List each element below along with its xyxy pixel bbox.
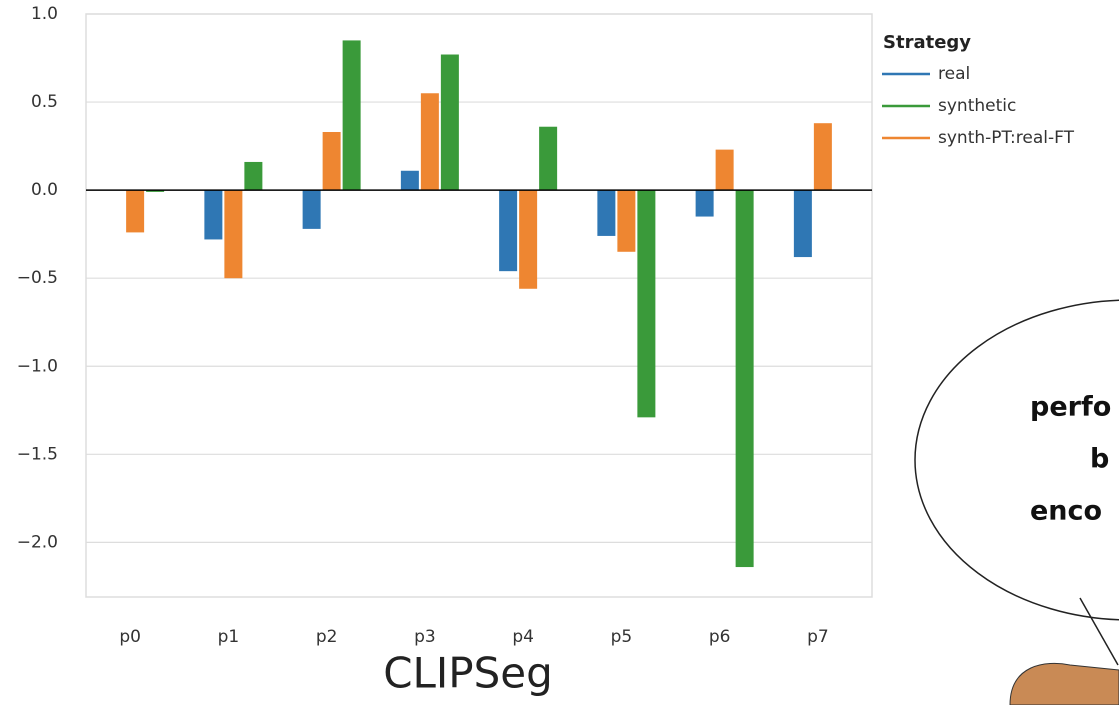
y-tick-label: −1.5: [17, 444, 58, 464]
x-tick-label: p7: [807, 627, 829, 647]
x-tick-label: p2: [316, 627, 338, 647]
bar: [814, 123, 832, 190]
bar: [597, 190, 615, 236]
y-tick-label: 0.0: [31, 180, 58, 200]
y-tick-label: −1.0: [17, 356, 58, 376]
bar: [126, 190, 144, 232]
annotation: enco: [1030, 496, 1102, 527]
chart: perfo b enco CLIPSeg Strategy 1.0 0.5 0.0 −…: [0, 0, 1119, 705]
bar: [519, 190, 537, 289]
x-tick-label: p3: [414, 627, 436, 647]
speech-bubble: [915, 300, 1119, 620]
bar: [696, 190, 714, 216]
bar: [617, 190, 635, 252]
legend-label: synthetic: [938, 96, 1016, 116]
bar: [499, 190, 517, 271]
bar: [343, 40, 361, 190]
annotation: perfo: [1030, 392, 1111, 423]
x-tick-label: p1: [218, 627, 240, 647]
bar: [224, 190, 242, 278]
y-tick-label: −2.0: [17, 532, 58, 552]
bar: [401, 171, 419, 190]
bar: [716, 150, 734, 191]
bar: [637, 190, 655, 417]
y-tick-label: 1.0: [31, 4, 58, 24]
bar: [244, 162, 262, 190]
bar: [539, 127, 557, 190]
legend-title: Strategy: [883, 32, 971, 53]
annotation: b: [1090, 444, 1109, 475]
plot-frame: [86, 14, 872, 597]
x-tick-label: p0: [119, 627, 141, 647]
bar: [441, 55, 459, 191]
legend-label: synth-PT:real-FT: [938, 128, 1075, 148]
bar: [303, 190, 321, 229]
x-tick-label: p6: [709, 627, 731, 647]
x-tick-label: p4: [512, 627, 534, 647]
y-tick-label: −0.5: [17, 268, 58, 288]
cartoon-head: [1010, 663, 1119, 705]
y-tick-label: 0.5: [31, 92, 58, 112]
x-tick-label: p5: [611, 627, 633, 647]
bar: [794, 190, 812, 257]
bar: [736, 190, 754, 567]
x-axis-label: CLIPSeg: [383, 649, 553, 698]
bar: [421, 93, 439, 190]
legend-label: real: [938, 64, 970, 84]
bar: [323, 132, 341, 190]
bar: [204, 190, 222, 239]
